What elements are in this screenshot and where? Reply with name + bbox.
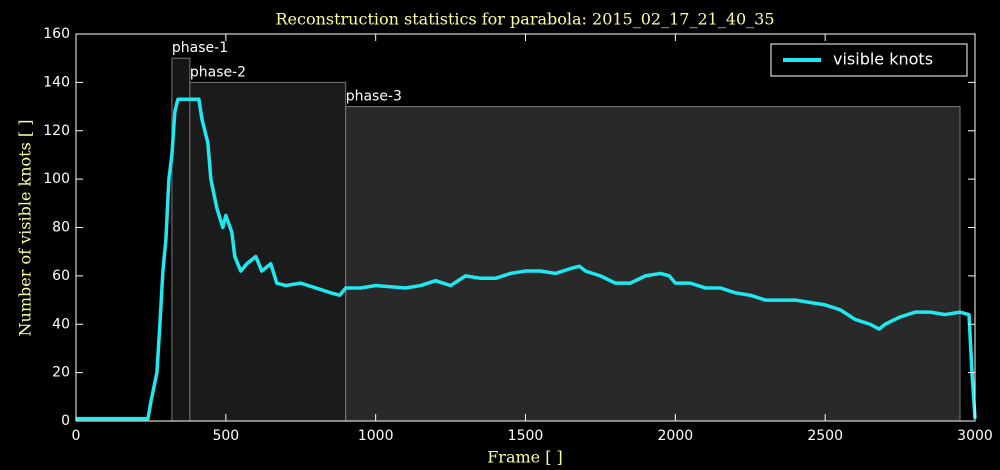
chart-title: Reconstruction statistics for parabola: … bbox=[275, 10, 774, 29]
y-tick-label: 80 bbox=[52, 220, 70, 236]
x-tick-label: 2000 bbox=[658, 428, 694, 444]
y-tick-label: 40 bbox=[52, 316, 70, 332]
y-axis-label: Number of visible knots [ ] bbox=[16, 120, 35, 337]
x-tick-label: 1500 bbox=[508, 428, 544, 444]
phase-box bbox=[345, 106, 961, 422]
x-axis-label: Frame [ ] bbox=[487, 448, 563, 467]
x-tick-label: 3000 bbox=[957, 428, 993, 444]
y-tick-label: 140 bbox=[43, 74, 70, 90]
phase-label: phase-1 bbox=[172, 40, 228, 56]
y-tick-label: 100 bbox=[43, 171, 70, 187]
y-tick-label: 20 bbox=[52, 365, 70, 381]
x-tick-label: 2500 bbox=[807, 428, 843, 444]
data-line bbox=[76, 97, 977, 421]
phase-label: phase-3 bbox=[346, 89, 402, 105]
y-tick-label: 120 bbox=[43, 123, 70, 139]
x-tick-label: 1000 bbox=[358, 428, 394, 444]
x-tick-label: 0 bbox=[72, 428, 81, 444]
y-tick-label: 60 bbox=[52, 268, 70, 284]
phase-label: phase-2 bbox=[190, 64, 246, 80]
y-tick-label: 0 bbox=[61, 413, 70, 429]
phase-box bbox=[189, 81, 347, 422]
x-tick-label: 500 bbox=[212, 428, 239, 444]
y-tick-label: 160 bbox=[43, 26, 70, 42]
legend-label: visible knots bbox=[833, 50, 933, 69]
